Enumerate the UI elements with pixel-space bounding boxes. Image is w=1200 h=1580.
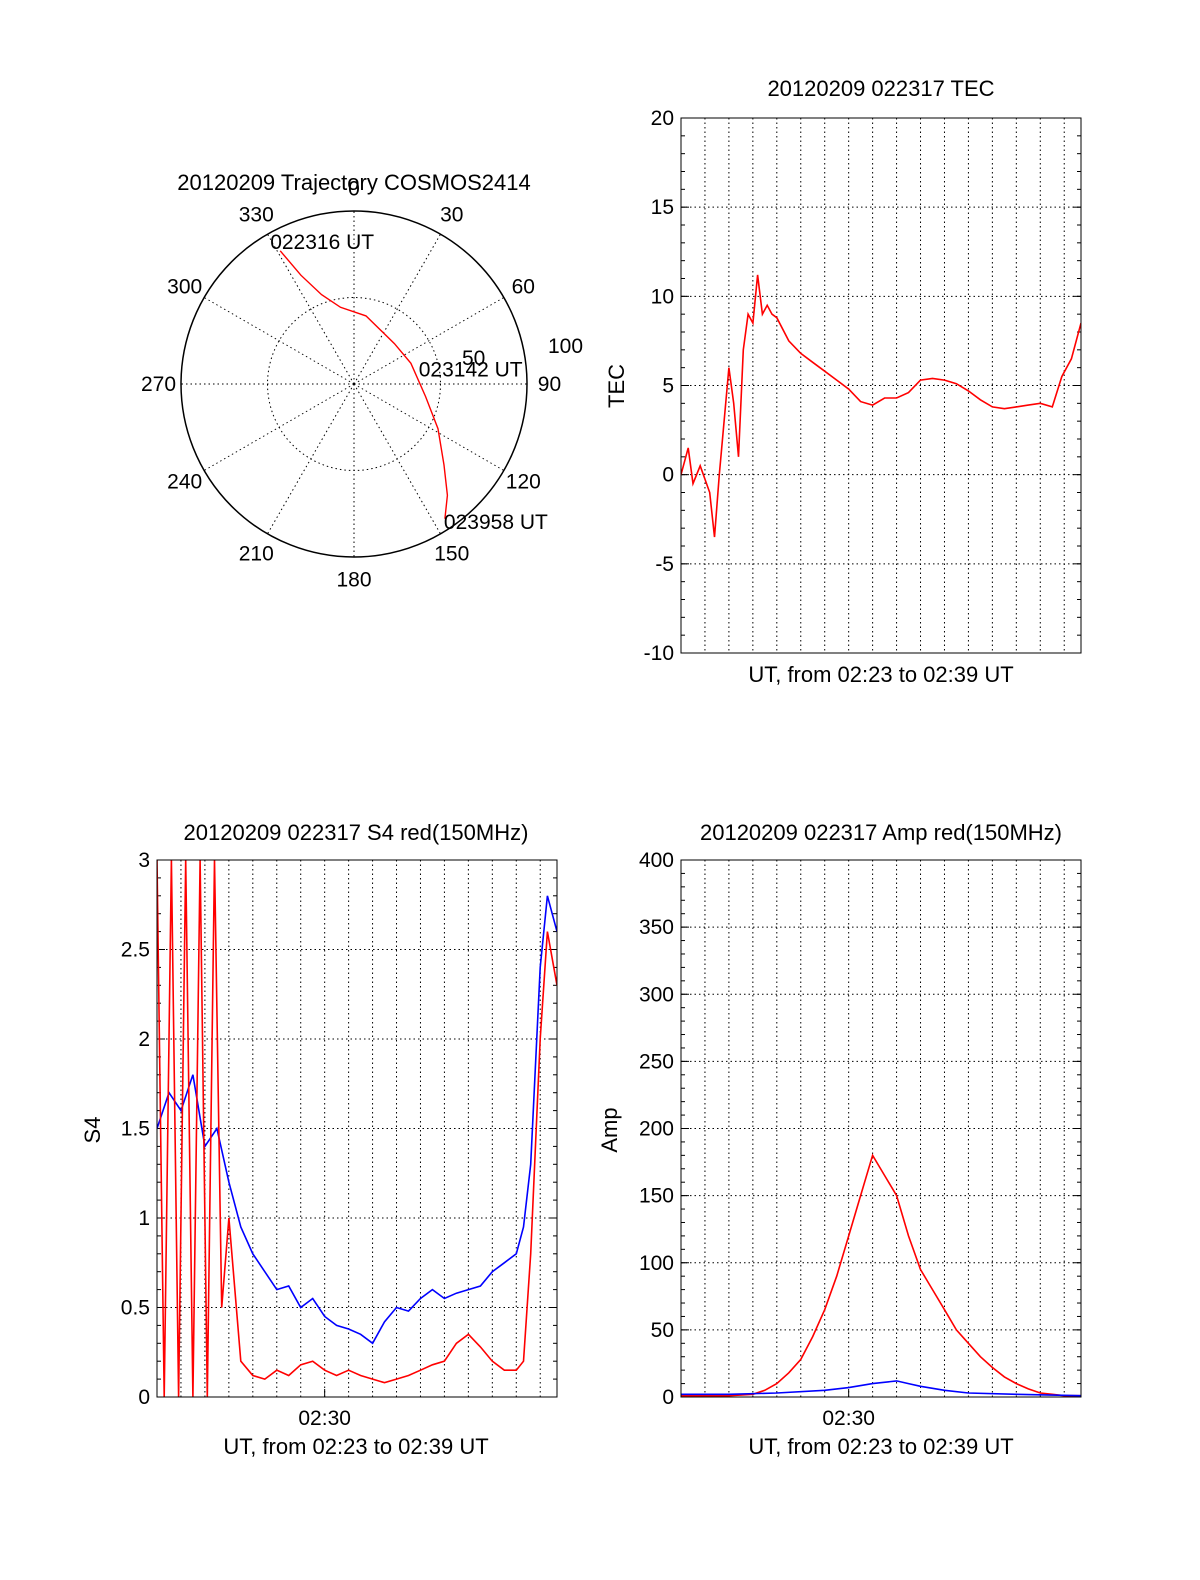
tec-ytick-label: 10	[651, 285, 674, 308]
polar-time-annotation: 022316 UT	[270, 231, 374, 254]
polar-spoke	[267, 383, 355, 535]
s4-ylabel: S4	[80, 1117, 105, 1144]
tec-title: 20120209 022317 TEC	[767, 76, 994, 101]
amp-ytick-label: 100	[639, 1252, 674, 1275]
polar-azimuth-label: 270	[141, 373, 176, 396]
s4-series-1	[157, 860, 557, 1397]
amp-ytick-label: 400	[639, 849, 674, 872]
tec-ytick-label: 5	[662, 375, 674, 398]
polar-trajectory-line	[279, 250, 449, 519]
tec-ytick-label: -10	[644, 642, 674, 665]
amp-ytick-label: 50	[651, 1319, 674, 1342]
polar-azimuth-label: 150	[434, 542, 469, 565]
polar-azimuth-label: 60	[512, 275, 535, 298]
tec-plot-frame	[680, 117, 1082, 654]
polar-azimuth-label: 90	[538, 373, 561, 396]
tec-series-0	[681, 274, 1081, 538]
polar-spoke	[267, 233, 355, 385]
amp-ytick-label: 300	[639, 983, 674, 1006]
polar-azimuth-label: 240	[167, 471, 202, 494]
polar-zenith-label: 50	[462, 347, 485, 370]
polar-azimuth-label: 120	[506, 471, 541, 494]
polar-spoke	[353, 297, 505, 385]
s4-ytick-label: 3	[138, 849, 150, 872]
amp-series-1	[681, 1380, 1081, 1397]
amp-series-0	[681, 1153, 1081, 1397]
s4-ytick-label: 1.5	[121, 1118, 150, 1141]
polar-azimuth-label: 330	[239, 204, 274, 227]
amp-ytick-label: 200	[639, 1118, 674, 1141]
s4-series-0	[157, 895, 557, 1345]
tec-chart: 20120209 022317 TEC UT, from 02:23 to 02…	[604, 76, 1082, 687]
amp-xlabel: UT, from 02:23 to 02:39 UT	[748, 1434, 1013, 1459]
s4-xtick-label: 02:30	[298, 1407, 351, 1430]
amp-xtick-label: 02:30	[822, 1407, 875, 1430]
tec-xlabel: UT, from 02:23 to 02:39 UT	[748, 662, 1013, 687]
tec-ytick-label: 15	[651, 196, 674, 219]
polar-outer-circle	[180, 210, 528, 558]
tec-ytick-label: 0	[662, 464, 674, 487]
amp-title: 20120209 022317 Amp red(150MHz)	[700, 820, 1062, 845]
trajectory-polar-plot: 20120209 Trajectory COSMOS2414 0 30 60 90 12…	[141, 170, 583, 591]
polar-zenith-label: 100	[548, 335, 583, 358]
polar-azimuth-label: 210	[239, 542, 274, 565]
amp-ytick-label: 150	[639, 1185, 674, 1208]
tec-ytick-label: -5	[655, 553, 674, 576]
polar-azimuth-label: 300	[167, 275, 202, 298]
s4-chart: 20120209 022317 S4 red(150MHz) UT, from …	[80, 820, 558, 1459]
polar-spoke	[353, 383, 441, 535]
amp-ytick-label: 250	[639, 1050, 674, 1073]
s4-ytick-label: 1	[138, 1207, 150, 1230]
tec-ylabel: TEC	[604, 364, 629, 408]
s4-ytick-label: 0	[138, 1386, 150, 1409]
amp-plot-frame	[680, 859, 1082, 1398]
s4-xlabel: UT, from 02:23 to 02:39 UT	[223, 1434, 488, 1459]
trajectory-title: 20120209 Trajectory COSMOS2414	[177, 170, 530, 195]
s4-plot-frame	[156, 859, 558, 1398]
tec-ytick-label: 20	[651, 107, 674, 130]
s4-ytick-label: 2	[138, 1028, 150, 1051]
polar-azimuth-label: 180	[336, 568, 371, 591]
polar-time-annotation: 023958 UT	[444, 511, 548, 534]
amp-ytick-label: 0	[662, 1386, 674, 1409]
amp-chart: 20120209 022317 Amp red(150MHz) UT, from…	[597, 820, 1082, 1459]
polar-azimuth-label: 30	[440, 204, 463, 227]
polar-spoke	[353, 383, 505, 471]
amp-ytick-label: 350	[639, 916, 674, 939]
polar-azimuth-label: 0	[348, 178, 360, 201]
polar-time-annotation: 023142 UT	[419, 359, 523, 382]
s4-title: 20120209 022317 S4 red(150MHz)	[184, 820, 529, 845]
polar-spoke	[203, 297, 355, 385]
s4-ytick-label: 2.5	[121, 939, 150, 962]
polar-spoke	[353, 233, 441, 385]
polar-spoke	[203, 383, 355, 471]
s4-ytick-label: 0.5	[121, 1297, 150, 1320]
amp-ylabel: Amp	[597, 1107, 622, 1152]
